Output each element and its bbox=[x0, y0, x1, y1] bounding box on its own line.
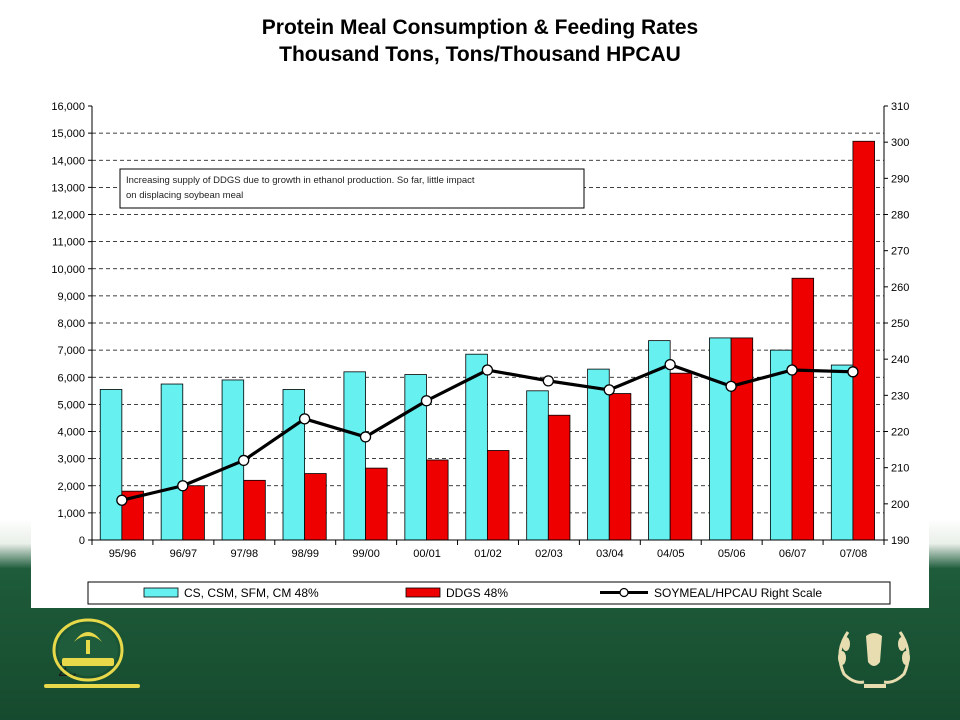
line-point-series-3 bbox=[542, 375, 554, 387]
right-axis-tick-label: 280 bbox=[891, 210, 909, 222]
legend-label-series-3: SOYMEAL/HPCAU Right Scale bbox=[654, 586, 822, 600]
line-point-series-3 bbox=[359, 431, 372, 443]
bar-series-1 bbox=[526, 390, 549, 541]
x-axis-tick-label: 96/97 bbox=[170, 548, 198, 560]
left-axis-tick-label: 11,000 bbox=[52, 237, 85, 249]
x-axis-tick-label: 03/04 bbox=[596, 548, 624, 560]
bar-series-2 bbox=[730, 337, 754, 541]
bar-series-1 bbox=[160, 383, 184, 541]
line-point-series-3 bbox=[725, 380, 737, 392]
line-point-series-3 bbox=[238, 454, 250, 467]
chart-panel: Protein Meal Consumption & Feeding Rates… bbox=[31, 0, 929, 608]
x-axis-tick-label: 01/02 bbox=[474, 548, 502, 560]
bar-series-2 bbox=[669, 372, 693, 541]
x-axis-tick-label: 04/05 bbox=[657, 548, 685, 560]
x-axis-tick-label: 99/00 bbox=[352, 548, 380, 560]
right-axis-tick-label: 290 bbox=[891, 173, 909, 185]
bar-series-2 bbox=[304, 473, 327, 541]
line-point-series-3 bbox=[420, 395, 433, 407]
left-logo-emblem bbox=[44, 618, 140, 688]
x-axis-tick-label: 05/06 bbox=[718, 548, 746, 560]
right-axis-tick-label: 300 bbox=[891, 137, 909, 149]
bar-series-1 bbox=[587, 368, 610, 541]
right-axis-tick-label: 230 bbox=[891, 390, 909, 402]
left-axis-tick-label: 10,000 bbox=[51, 264, 85, 276]
right-axis-tick-label: 240 bbox=[891, 354, 909, 366]
left-axis-tick-label: 2,000 bbox=[57, 481, 85, 493]
left-axis-tick-label: 0 bbox=[79, 535, 85, 547]
bar-series-1 bbox=[769, 349, 793, 541]
legend-swatch-series-1 bbox=[143, 587, 179, 598]
bar-series-2 bbox=[608, 393, 632, 541]
right-axis-tick-label: 200 bbox=[891, 499, 909, 511]
left-axis-tick-label: 7,000 bbox=[57, 345, 85, 357]
right-axis-tick-label: 250 bbox=[891, 318, 909, 330]
right-axis-tick-label: 260 bbox=[891, 282, 909, 294]
left-axis-tick-label: 8,000 bbox=[57, 318, 85, 330]
bar-series-2 bbox=[182, 485, 205, 541]
left-axis-tick-label: 5,000 bbox=[57, 399, 85, 411]
bar-series-2 bbox=[547, 414, 571, 541]
x-axis-tick-label: 97/98 bbox=[231, 548, 259, 560]
x-axis-tick-label: 00/01 bbox=[413, 548, 441, 560]
bar-series-2 bbox=[365, 467, 388, 541]
chart-subtitle: Thousand Tons, Tons/Thousand HPCAU bbox=[279, 43, 681, 66]
legend-label-series-2: DDGS 48% bbox=[446, 586, 508, 600]
left-axis-tick-label: 16,000 bbox=[51, 101, 85, 113]
chart-title: Protein Meal Consumption & Feeding Rates bbox=[262, 16, 698, 39]
x-axis-tick-label: 02/03 bbox=[535, 548, 563, 560]
x-axis-tick-label: 07/08 bbox=[840, 548, 868, 560]
left-axis-tick-label: 3,000 bbox=[57, 454, 85, 466]
bar-series-1 bbox=[709, 337, 732, 541]
line-point-series-3 bbox=[177, 480, 189, 492]
annotation-line-1: Increasing supply of DDGS due to growth … bbox=[126, 175, 475, 186]
line-point-series-3 bbox=[481, 364, 494, 376]
axes: 0 1,000 2,000 3,000 4,000 5,000 6,000 7,000 8,00… bbox=[51, 101, 909, 560]
right-axis-tick-label: 210 bbox=[891, 463, 909, 475]
chart: Protein Meal Consumption & Feeding Rates… bbox=[51, 16, 909, 605]
left-axis-tick-label: 13,000 bbox=[51, 182, 85, 194]
line-point-series-3 bbox=[847, 366, 859, 378]
right-axis-tick-label: 220 bbox=[891, 427, 909, 439]
bar-series-2 bbox=[243, 479, 266, 541]
bars bbox=[99, 140, 875, 541]
line-point-series-3 bbox=[786, 364, 798, 376]
left-axis-tick-label: 14,000 bbox=[51, 155, 85, 167]
left-axis-tick-label: 6,000 bbox=[57, 372, 85, 384]
line-point-series-3 bbox=[116, 494, 128, 506]
annotation-box: Increasing supply of DDGS due to growth … bbox=[119, 168, 585, 209]
line-point-series-3 bbox=[298, 413, 311, 425]
right-axis-tick-label: 310 bbox=[891, 101, 909, 113]
annotation-line-2: on displacing soybean meal bbox=[126, 190, 243, 201]
bar-series-1 bbox=[99, 389, 123, 541]
legend-swatch-series-2 bbox=[405, 587, 441, 598]
bar-series-1 bbox=[465, 353, 488, 541]
x-axis-tick-label: 06/07 bbox=[779, 548, 807, 560]
bar-series-2 bbox=[852, 140, 875, 541]
bar-series-1 bbox=[343, 371, 366, 541]
legend-marker-series-3 bbox=[619, 587, 629, 598]
legend: CS, CSM, SFM, CM 48% DDGS 48% SOYMEAL/HP… bbox=[87, 581, 891, 605]
x-axis-tick-label: 95/96 bbox=[109, 548, 137, 560]
bar-series-2 bbox=[426, 459, 449, 541]
bar-series-2 bbox=[486, 450, 510, 541]
right-logo-emblem bbox=[838, 631, 910, 688]
line-point-series-3 bbox=[664, 358, 676, 371]
x-axis-tick-label: 98/99 bbox=[291, 548, 319, 560]
bar-series-1 bbox=[282, 389, 306, 541]
left-axis-tick-label: 12,000 bbox=[51, 210, 85, 222]
line-point-series-3 bbox=[603, 384, 615, 396]
left-axis-tick-label: 4,000 bbox=[57, 427, 85, 439]
right-axis-tick-label: 270 bbox=[891, 246, 909, 258]
right-axis-tick-label: 190 bbox=[891, 535, 909, 547]
legend-label-series-1: CS, CSM, SFM, CM 48% bbox=[184, 586, 319, 600]
bar-series-1 bbox=[830, 364, 854, 541]
left-axis-tick-label: 1,000 bbox=[57, 508, 85, 520]
left-axis-tick-label: 9,000 bbox=[57, 291, 85, 303]
left-axis-tick-label: 15,000 bbox=[51, 128, 85, 140]
bar-series-2 bbox=[791, 277, 815, 541]
line-series bbox=[116, 358, 859, 506]
